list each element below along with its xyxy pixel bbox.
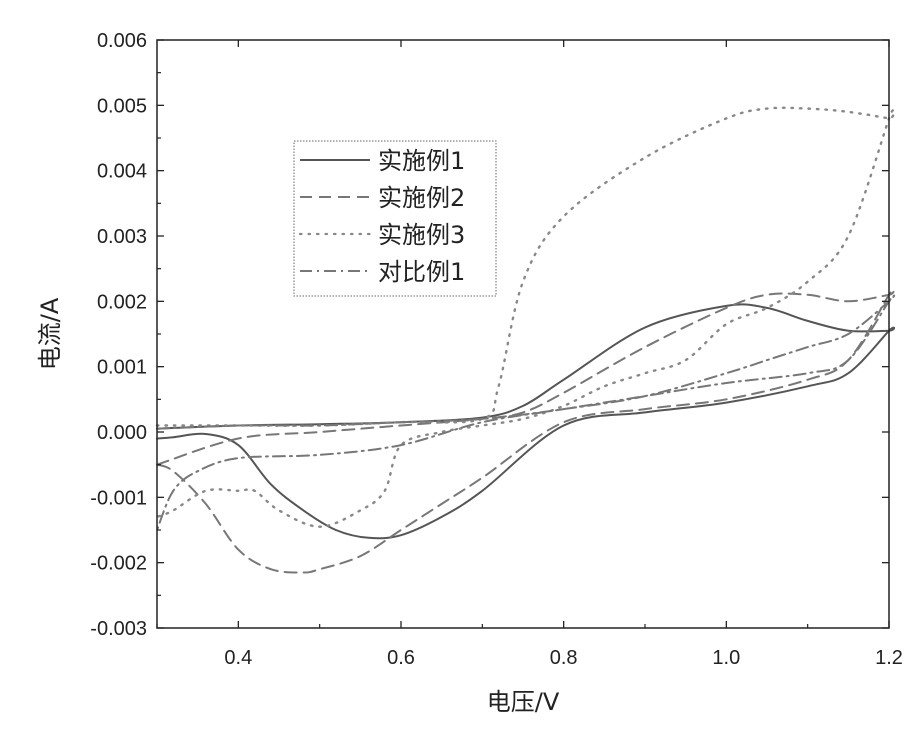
x-tick-label: 0.8 bbox=[550, 647, 578, 669]
x-tick-label: 0.6 bbox=[387, 647, 415, 669]
y-tick-label: 0.004 bbox=[97, 161, 147, 183]
legend-label-series-3: 实施例3 bbox=[378, 221, 465, 249]
legend: 实施例1 实施例2 实施例3 对比例1 bbox=[293, 140, 497, 297]
series-line-4 bbox=[156, 294, 896, 531]
y-tick-label: 0.002 bbox=[97, 291, 147, 313]
plot-frame bbox=[156, 39, 890, 629]
y-tick-label: 0.003 bbox=[97, 226, 147, 248]
series-layer bbox=[155, 106, 896, 574]
x-tick-label: 1.2 bbox=[875, 647, 903, 669]
series-line-2 bbox=[156, 288, 896, 574]
y-tick-label: -0.002 bbox=[90, 553, 147, 575]
y-tick-label: 0.001 bbox=[97, 357, 147, 379]
legend-label-series-1: 实施例1 bbox=[378, 147, 465, 175]
y-tick-label: -0.001 bbox=[90, 487, 147, 509]
x-tick-label: 0.4 bbox=[224, 647, 252, 669]
ticks-layer: -0.003 -0.002 -0.001 0.000 0.001 0.002 0.003 0.… bbox=[90, 30, 903, 669]
x-axis-title: 电压/V bbox=[487, 688, 560, 716]
series-line-1 bbox=[156, 303, 896, 540]
y-tick-label: -0.003 bbox=[90, 618, 147, 640]
y-tick-label: 0.000 bbox=[97, 422, 147, 444]
y-tick-label: 0.005 bbox=[97, 95, 147, 117]
y-tick-label: 0.006 bbox=[97, 30, 147, 52]
legend-label-series-2: 实施例2 bbox=[378, 184, 465, 212]
y-axis-title: 电流/A bbox=[36, 297, 64, 370]
x-tick-label: 1.0 bbox=[712, 647, 740, 669]
series-line-3 bbox=[155, 106, 896, 528]
legend-label-series-4: 对比例1 bbox=[378, 258, 465, 286]
